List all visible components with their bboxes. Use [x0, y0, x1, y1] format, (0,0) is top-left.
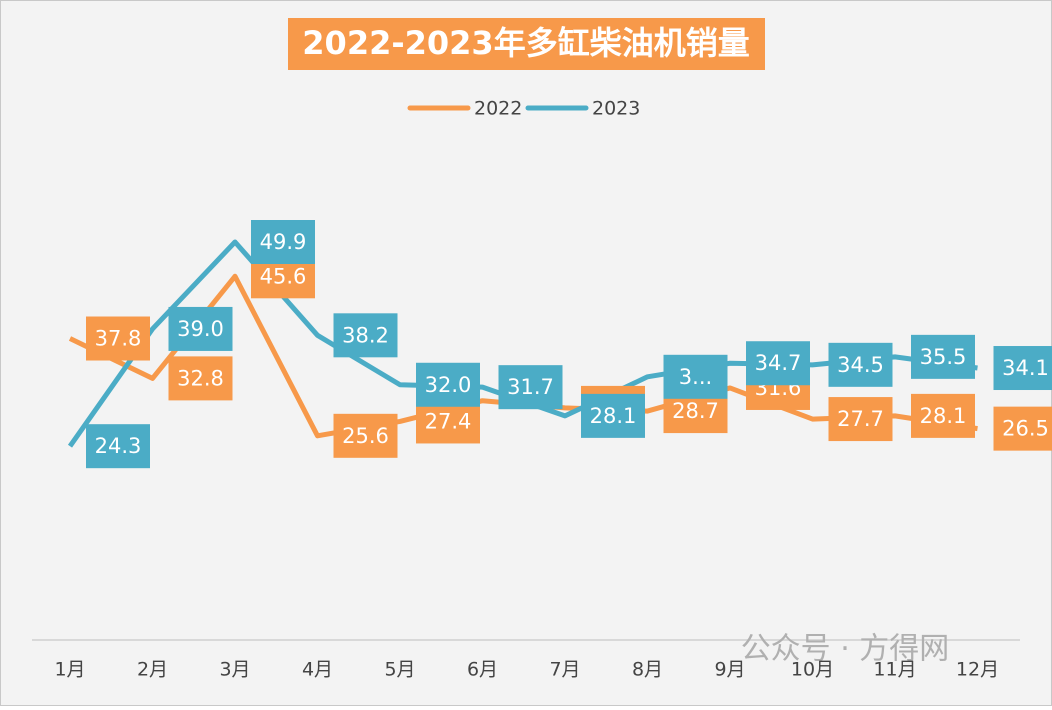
- legend-label: 2023: [592, 98, 640, 120]
- x-tick-label: 6月: [467, 659, 498, 681]
- data-label: 32.0: [425, 373, 472, 397]
- data-label: 25.6: [342, 424, 389, 448]
- data-label: 34.1: [1002, 356, 1049, 380]
- data-label: 24.3: [95, 434, 142, 458]
- x-tick-label: 12月: [956, 659, 999, 681]
- watermark: 公众号 · 方得网: [741, 632, 950, 667]
- x-tick-label: 1月: [54, 659, 85, 681]
- x-tick-label: 4月: [302, 659, 333, 681]
- data-label: 34.5: [837, 353, 884, 377]
- data-label: 26.5: [1002, 417, 1049, 441]
- data-label: 31.7: [507, 375, 554, 399]
- legend-label: 2022: [474, 98, 522, 120]
- x-tick-label: 8月: [632, 659, 663, 681]
- x-tick-label: 3月: [219, 659, 250, 681]
- chart-title: 2022-2023年多缸柴油机销量: [302, 24, 749, 62]
- data-label: 32.8: [177, 366, 224, 390]
- x-tick-label: 9月: [714, 659, 745, 681]
- data-label: 27.4: [425, 409, 472, 433]
- x-tick-label: 2月: [137, 659, 168, 681]
- data-label: 38.2: [342, 323, 389, 347]
- data-label: 27.7: [837, 407, 884, 431]
- data-label: 28.7: [672, 399, 719, 423]
- data-label: 28.1: [590, 404, 637, 428]
- data-label: 35.5: [920, 345, 967, 369]
- x-tick-label: 7月: [549, 659, 580, 681]
- data-label: 3...: [679, 365, 712, 389]
- data-label: 49.9: [260, 230, 307, 254]
- data-label: 45.6: [260, 264, 307, 288]
- x-tick-label: 11月: [873, 659, 916, 681]
- data-label: 39.0: [177, 317, 224, 341]
- x-tick-label: 5月: [384, 659, 415, 681]
- data-label: 34.7: [755, 351, 802, 375]
- data-label: 37.8: [95, 327, 142, 351]
- data-label: 28.1: [920, 404, 967, 428]
- x-tick-label: 10月: [791, 659, 834, 681]
